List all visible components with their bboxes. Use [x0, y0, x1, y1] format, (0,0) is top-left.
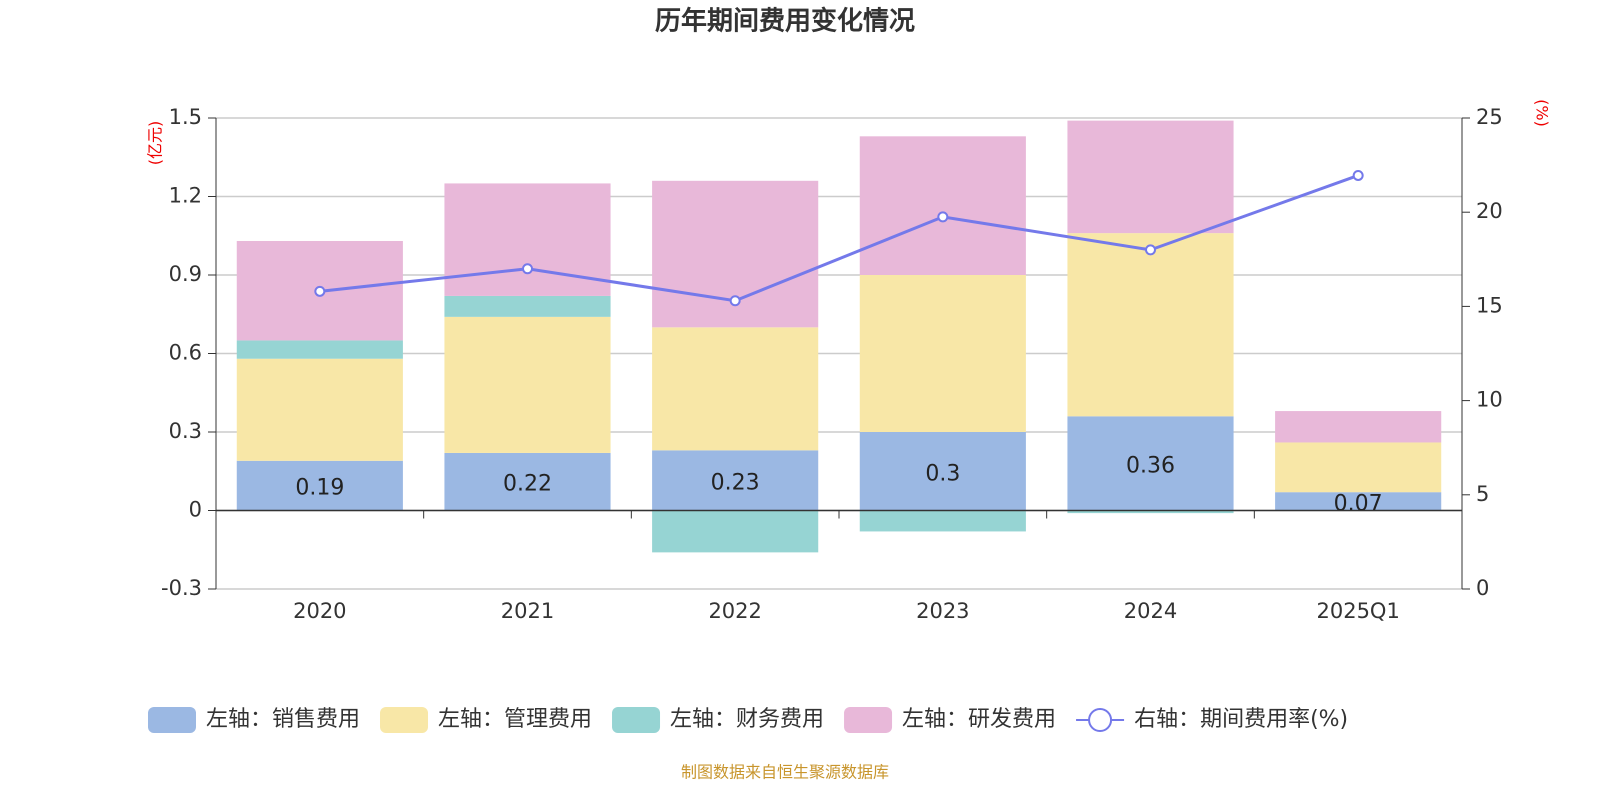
value-label: 0.22 — [503, 472, 552, 497]
legend-label: 左轴：财务费用 — [670, 707, 824, 732]
y-tick-label: 1.2 — [169, 184, 202, 208]
legend-marker — [1088, 708, 1113, 732]
bar — [1275, 442, 1442, 493]
legend-label: 左轴：管理费用 — [438, 707, 592, 732]
source-note: 制图数据来自恒生聚源数据库 — [681, 763, 889, 782]
y2-tick-label: 0 — [1476, 576, 1489, 600]
line-point — [522, 263, 533, 275]
x-tick-label: 2025Q1 — [1316, 599, 1399, 623]
bar — [444, 316, 611, 453]
line-point — [314, 285, 326, 297]
chart-title: 历年期间费用变化情况 — [655, 6, 915, 37]
legend-label: 左轴：销售费用 — [206, 707, 360, 732]
value-label: 0.23 — [711, 470, 760, 495]
y-tick-label: 0.6 — [169, 341, 202, 365]
value-label: 0.07 — [1334, 491, 1383, 516]
bar — [652, 450, 819, 511]
bar — [444, 295, 611, 317]
bar — [1275, 411, 1442, 443]
legend-label: 右轴：期间费用率(%) — [1134, 707, 1348, 732]
x-tick-label: 2024 — [1124, 599, 1177, 623]
bar — [236, 340, 403, 359]
y-axis-label: (亿元) — [146, 121, 165, 166]
y-tick-label: 1.5 — [169, 105, 202, 129]
bar — [444, 452, 611, 511]
bar — [859, 432, 1026, 511]
bar — [652, 327, 819, 451]
bar — [859, 510, 1026, 532]
x-tick-label: 2021 — [501, 599, 554, 623]
line-point — [937, 211, 949, 223]
bar — [236, 358, 403, 461]
y2-tick-label: 5 — [1476, 482, 1489, 506]
value-label: 0.19 — [295, 476, 344, 501]
y-tick-label: -0.3 — [161, 576, 202, 600]
bar — [236, 460, 403, 511]
bar — [652, 510, 819, 553]
legend-swatch — [612, 707, 661, 733]
line-point — [1145, 244, 1156, 256]
y-tick-label: 0.9 — [169, 262, 202, 286]
y2-tick-label: 20 — [1476, 199, 1503, 223]
bar — [1067, 233, 1234, 417]
value-label: 0.3 — [925, 461, 960, 486]
y-tick-label: 0.3 — [169, 419, 202, 443]
y-tick-label: 0 — [189, 498, 202, 522]
legend-label: 左轴：研发费用 — [902, 707, 1056, 732]
y2-tick-label: 15 — [1476, 293, 1503, 317]
y2-axis-label: (%) — [1533, 99, 1552, 127]
line-point — [729, 295, 741, 307]
bar — [859, 136, 1026, 275]
value-label: 0.36 — [1126, 453, 1175, 478]
bar — [1067, 416, 1234, 511]
bar — [1067, 510, 1234, 514]
line — [319, 174, 1359, 303]
line-point — [1352, 169, 1364, 181]
y2-tick-label: 25 — [1476, 105, 1503, 129]
bar — [859, 275, 1026, 432]
x-tick-label: 2020 — [293, 599, 346, 623]
legend-swatch — [148, 707, 196, 733]
x-tick-label: 2023 — [916, 599, 969, 623]
legend-swatch — [844, 707, 893, 733]
legend-swatch — [380, 707, 429, 733]
x-tick-label: 2022 — [708, 599, 761, 623]
y2-tick-label: 10 — [1476, 388, 1503, 412]
bar — [1067, 120, 1234, 234]
bar — [1275, 492, 1442, 511]
